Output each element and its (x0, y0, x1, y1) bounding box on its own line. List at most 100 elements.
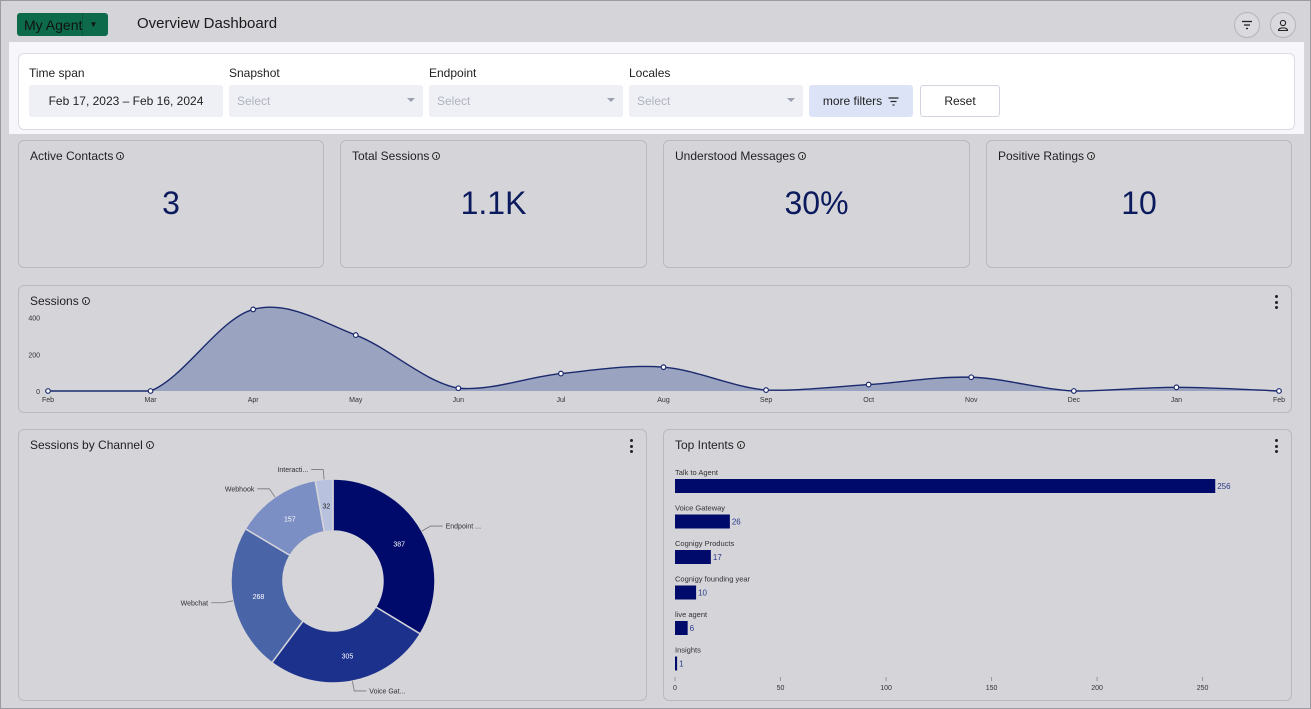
x-tick-label: Jul (556, 397, 565, 404)
info-icon[interactable] (81, 297, 90, 305)
page-title: Overview Dashboard (137, 15, 278, 32)
bar (675, 621, 688, 635)
sessions-chart-card: Sessions 0 200 400 Feb Mar Apr May Jun Jul Aug Sep… (18, 285, 1292, 413)
filter-toggle-button[interactable] (1234, 12, 1260, 38)
x-tick-label: May (349, 397, 363, 404)
info-icon[interactable] (1087, 152, 1096, 160)
reset-button[interactable]: Reset (920, 85, 1000, 117)
x-tick-label: 250 (1197, 685, 1209, 692)
agent-selector-button[interactable]: My Agent ▼ (17, 13, 108, 36)
bar-value-label: 6 (690, 624, 695, 633)
timespan-picker[interactable]: Feb 17, 2023 – Feb 16, 2024 (29, 85, 223, 117)
bar (675, 656, 678, 671)
snapshot-label: Snapshot (229, 66, 280, 80)
slice-value-label: 305 (342, 654, 354, 661)
data-point (147, 388, 154, 394)
bar (675, 585, 697, 600)
x-tick-label: Apr (248, 397, 260, 404)
agent-selector-label: My Agent (24, 16, 83, 33)
bar-value-label: 1 (679, 660, 684, 669)
channel-donut-chart: 387 Endpoint ... 305 Voice Gat... 268 Webchat… (181, 467, 481, 696)
bar-value-label: 10 (698, 589, 707, 598)
x-tick-label: Aug (657, 397, 670, 404)
x-tick-label: Dec (1068, 397, 1081, 404)
x-tick-label: Jan (1171, 397, 1182, 404)
more-filters-button[interactable]: more filters (809, 85, 913, 117)
bar-category-label: live agent (675, 610, 708, 619)
info-icon[interactable] (798, 152, 807, 160)
x-tick-label: 100 (880, 685, 892, 692)
locales-select[interactable]: Select (629, 85, 803, 117)
chart-title: Top Intents (675, 438, 745, 452)
data-point (1070, 388, 1077, 394)
donut-slice (270, 605, 422, 684)
x-tick-label: Feb (1273, 397, 1285, 404)
intents-bar-chart: Talk to Agent 256 Voice Gateway 26 Cognigy P… (673, 468, 1231, 692)
dropdown-arrow-icon (407, 98, 415, 102)
data-point (660, 364, 667, 371)
data-point (455, 385, 462, 392)
filter-icon (888, 96, 899, 106)
leader-line (311, 469, 325, 480)
kpi-value: 3 (162, 185, 180, 221)
data-point (763, 387, 769, 393)
leader-line (211, 600, 234, 604)
dropdown-arrow-icon (787, 98, 795, 102)
more-options-icon[interactable] (1274, 295, 1278, 309)
slice-value-label: 157 (284, 516, 296, 523)
timespan-value: Feb 17, 2023 – Feb 16, 2024 (48, 94, 204, 108)
reset-label: Reset (944, 94, 976, 108)
info-icon[interactable] (116, 152, 125, 160)
sessions-chart: 0 200 400 Feb Mar Apr May Jun Jul Aug Sep Oct Nov Dec… (28, 306, 1285, 404)
data-point (352, 332, 359, 338)
more-options-icon[interactable] (629, 439, 633, 453)
kpi-card-understood-messages: Understood Messages 30% (663, 140, 970, 268)
kpi-title: Active Contacts (30, 149, 125, 163)
caret-down-icon[interactable]: ▼ (82, 13, 104, 36)
snapshot-select[interactable]: Select (229, 85, 423, 117)
slice-value-label: 32 (322, 503, 330, 510)
bar (675, 479, 1216, 493)
endpoint-select[interactable]: Select (429, 85, 623, 117)
chart-title: Sessions (30, 294, 90, 308)
locales-label: Locales (629, 66, 671, 80)
kpi-card-positive-ratings: Positive Ratings 10 (986, 140, 1292, 268)
data-point (1173, 384, 1180, 391)
y-tick-label: 400 (28, 316, 40, 323)
data-point (865, 381, 872, 388)
bar-value-label: 17 (713, 553, 722, 562)
filter-icon (1242, 20, 1252, 30)
info-icon[interactable] (145, 441, 154, 449)
leader-line (257, 488, 276, 498)
endpoint-label: Endpoint (429, 66, 477, 80)
x-tick-label: 200 (1091, 685, 1103, 692)
kpi-card-active-contacts: Active Contacts 3 (18, 140, 324, 268)
sessions-area (48, 307, 1279, 391)
data-point (45, 388, 51, 394)
more-options-icon[interactable] (1274, 439, 1278, 453)
x-tick-label: Feb (42, 397, 54, 404)
leader-line (352, 681, 367, 692)
x-tick-label: Mar (145, 397, 158, 404)
slice-label: Endpoint ... (446, 524, 481, 531)
bar (675, 550, 711, 564)
info-icon[interactable] (432, 152, 441, 160)
user-icon (1277, 19, 1289, 31)
user-profile-button[interactable] (1270, 12, 1296, 38)
intents-chart-card: Top Intents Talk to Agent 256 Voice Gatewa… (663, 429, 1292, 701)
bar-category-label: Cognigy founding year (675, 575, 751, 584)
leader-line (421, 525, 443, 532)
info-icon[interactable] (736, 441, 745, 449)
bar-category-label: Talk to Agent (675, 468, 719, 477)
locales-placeholder: Select (637, 94, 671, 108)
slice-value-label: 268 (253, 594, 265, 601)
slice-label: Voice Gat... (369, 688, 405, 695)
channel-chart-card: Sessions by Channel 387 Endpoint ... 305 Vo… (18, 429, 647, 701)
bar (675, 514, 730, 529)
kpi-card-total-sessions: Total Sessions 1.1K (340, 140, 647, 268)
timespan-label: Time span (29, 66, 85, 80)
kpi-value: 1.1K (460, 185, 527, 221)
kpi-title: Positive Ratings (998, 149, 1096, 163)
slice-value-label: 387 (393, 542, 405, 549)
x-tick-label: Sep (760, 397, 773, 404)
